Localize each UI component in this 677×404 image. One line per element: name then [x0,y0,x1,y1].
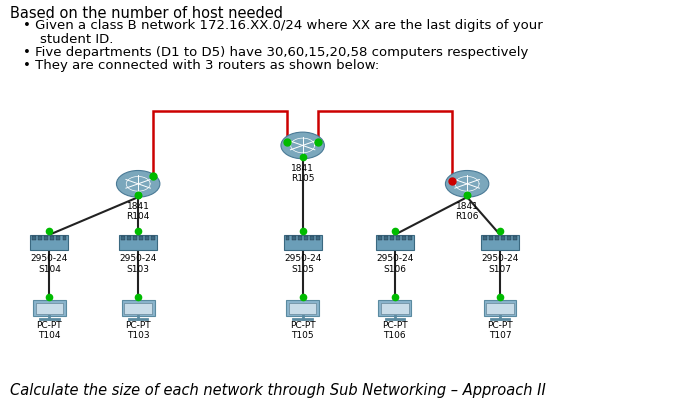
FancyBboxPatch shape [125,303,152,314]
FancyBboxPatch shape [56,236,60,240]
FancyBboxPatch shape [483,300,517,316]
FancyBboxPatch shape [495,236,499,240]
Text: 2950-24
S107: 2950-24 S107 [481,254,519,274]
FancyBboxPatch shape [481,235,519,250]
FancyBboxPatch shape [378,236,382,240]
FancyBboxPatch shape [39,236,42,240]
FancyBboxPatch shape [286,300,319,316]
FancyBboxPatch shape [139,236,143,240]
Text: 2950-24
S106: 2950-24 S106 [376,254,414,274]
FancyBboxPatch shape [396,236,399,240]
FancyBboxPatch shape [289,303,316,314]
FancyBboxPatch shape [284,235,322,250]
FancyBboxPatch shape [32,236,36,240]
FancyBboxPatch shape [121,236,125,240]
Text: PC-PT
T106: PC-PT T106 [382,321,408,340]
FancyBboxPatch shape [33,300,66,316]
Circle shape [445,170,489,197]
FancyBboxPatch shape [286,236,290,240]
FancyBboxPatch shape [298,236,301,240]
FancyBboxPatch shape [507,236,511,240]
Circle shape [116,170,160,197]
Text: PC-PT
T107: PC-PT T107 [487,321,513,340]
Text: 2950-24
S105: 2950-24 S105 [284,254,322,274]
FancyBboxPatch shape [50,236,54,240]
Text: Calculate the size of each network through Sub Networking – Approach II: Calculate the size of each network throu… [10,383,546,398]
FancyBboxPatch shape [152,236,155,240]
FancyBboxPatch shape [402,236,406,240]
Text: • Given a class B network 172.16.XX.0/24 where XX are the last digits of your: • Given a class B network 172.16.XX.0/24… [23,19,543,32]
FancyBboxPatch shape [127,236,131,240]
FancyBboxPatch shape [483,236,487,240]
Text: student ID.: student ID. [23,33,114,46]
FancyBboxPatch shape [292,236,296,240]
Text: Based on the number of host needed: Based on the number of host needed [10,6,283,21]
FancyBboxPatch shape [408,236,412,240]
FancyBboxPatch shape [122,300,154,316]
Text: • Five departments (D1 to D5) have 30,60,15,20,58 computers respectively: • Five departments (D1 to D5) have 30,60… [23,46,529,59]
Text: 1841
R105: 1841 R105 [291,164,314,183]
FancyBboxPatch shape [146,236,149,240]
Text: PC-PT
T103: PC-PT T103 [125,321,151,340]
FancyBboxPatch shape [486,303,514,314]
Text: 2950-24
S103: 2950-24 S103 [119,254,157,274]
Circle shape [281,132,324,159]
FancyBboxPatch shape [35,303,63,314]
FancyBboxPatch shape [489,236,493,240]
FancyBboxPatch shape [45,236,48,240]
FancyBboxPatch shape [315,236,320,240]
FancyBboxPatch shape [390,236,394,240]
FancyBboxPatch shape [310,236,313,240]
Text: 1841
R104: 1841 R104 [127,202,150,221]
FancyBboxPatch shape [30,235,68,250]
FancyBboxPatch shape [119,235,157,250]
Text: PC-PT
T104: PC-PT T104 [37,321,62,340]
FancyBboxPatch shape [384,236,388,240]
FancyBboxPatch shape [133,236,137,240]
FancyBboxPatch shape [376,235,414,250]
FancyBboxPatch shape [378,300,411,316]
FancyBboxPatch shape [304,236,307,240]
Text: PC-PT
T105: PC-PT T105 [290,321,315,340]
FancyBboxPatch shape [62,236,66,240]
Text: 2950-24
S104: 2950-24 S104 [30,254,68,274]
FancyBboxPatch shape [501,236,505,240]
FancyBboxPatch shape [513,236,517,240]
FancyBboxPatch shape [381,303,409,314]
Text: • They are connected with 3 routers as shown below:: • They are connected with 3 routers as s… [23,59,379,72]
Text: 1841
R106: 1841 R106 [456,202,479,221]
